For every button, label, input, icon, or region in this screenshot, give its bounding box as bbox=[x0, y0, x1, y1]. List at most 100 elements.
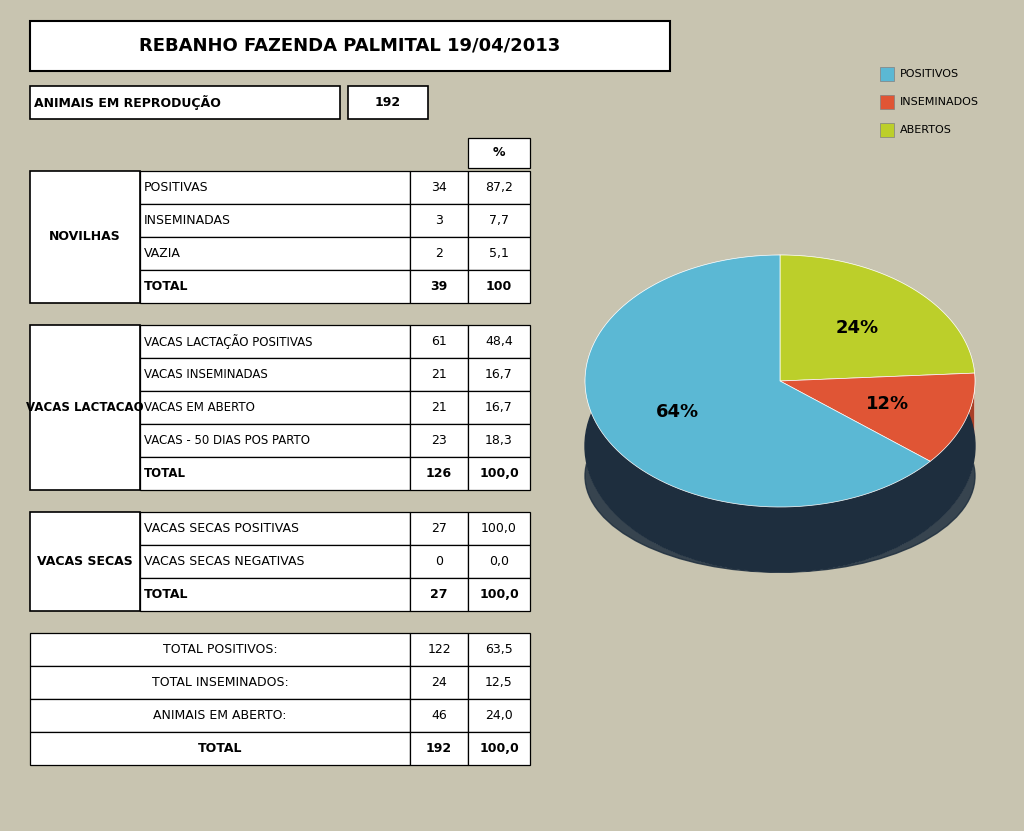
Text: TOTAL: TOTAL bbox=[144, 280, 188, 293]
Text: 100,0: 100,0 bbox=[481, 522, 517, 535]
Bar bbox=[140, 204, 410, 237]
Text: 24%: 24% bbox=[836, 319, 879, 337]
Text: 16,7: 16,7 bbox=[485, 401, 513, 414]
Text: TOTAL POSITIVOS:: TOTAL POSITIVOS: bbox=[163, 643, 278, 656]
Bar bbox=[468, 391, 530, 424]
Text: TOTAL INSEMINADOS:: TOTAL INSEMINADOS: bbox=[152, 676, 289, 689]
Text: 18,3: 18,3 bbox=[485, 434, 513, 447]
Bar bbox=[468, 732, 530, 765]
Bar bbox=[468, 358, 530, 391]
Text: 39: 39 bbox=[430, 280, 447, 293]
Text: VACAS EM ABERTO: VACAS EM ABERTO bbox=[144, 401, 255, 414]
Text: ANIMAIS EM REPRODUÇÃO: ANIMAIS EM REPRODUÇÃO bbox=[34, 95, 221, 110]
Text: %: % bbox=[493, 146, 505, 160]
Bar bbox=[140, 171, 410, 204]
Bar bbox=[410, 424, 468, 457]
Bar bbox=[468, 512, 530, 545]
Bar bbox=[468, 270, 530, 303]
Text: 192: 192 bbox=[375, 96, 401, 109]
Text: REBANHO FAZENDA PALMITAL 19/04/2013: REBANHO FAZENDA PALMITAL 19/04/2013 bbox=[139, 37, 560, 55]
Text: 2: 2 bbox=[435, 247, 443, 260]
Text: 192: 192 bbox=[426, 742, 452, 755]
Bar bbox=[410, 545, 468, 578]
Bar bbox=[410, 699, 468, 732]
Bar bbox=[410, 358, 468, 391]
Bar bbox=[410, 666, 468, 699]
Text: 24,0: 24,0 bbox=[485, 709, 513, 722]
Bar bbox=[140, 325, 410, 358]
Bar bbox=[468, 424, 530, 457]
Text: 87,2: 87,2 bbox=[485, 181, 513, 194]
Bar bbox=[468, 325, 530, 358]
Bar bbox=[880, 67, 894, 81]
Text: VACAS LACTACAO: VACAS LACTACAO bbox=[27, 401, 143, 414]
Bar bbox=[880, 123, 894, 137]
Bar bbox=[30, 699, 410, 732]
Bar bbox=[140, 358, 410, 391]
Text: 7,7: 7,7 bbox=[489, 214, 509, 227]
Text: NOVILHAS: NOVILHAS bbox=[49, 230, 121, 243]
Bar bbox=[468, 578, 530, 611]
Bar bbox=[30, 171, 140, 303]
Bar bbox=[30, 732, 410, 765]
Text: 63,5: 63,5 bbox=[485, 643, 513, 656]
Bar bbox=[468, 138, 530, 168]
Text: VACAS SECAS: VACAS SECAS bbox=[37, 555, 133, 568]
Text: TOTAL: TOTAL bbox=[144, 467, 186, 480]
Text: ANIMAIS EM ABERTO:: ANIMAIS EM ABERTO: bbox=[154, 709, 287, 722]
Bar bbox=[410, 391, 468, 424]
Polygon shape bbox=[780, 373, 975, 461]
Bar bbox=[468, 204, 530, 237]
Text: 64%: 64% bbox=[656, 403, 699, 421]
Polygon shape bbox=[780, 255, 975, 438]
Text: TOTAL: TOTAL bbox=[144, 588, 188, 601]
Bar bbox=[468, 666, 530, 699]
Bar bbox=[468, 633, 530, 666]
Bar bbox=[140, 424, 410, 457]
Text: INSEMINADOS: INSEMINADOS bbox=[900, 97, 979, 107]
Text: 21: 21 bbox=[431, 368, 446, 381]
Bar bbox=[30, 512, 140, 611]
Text: 27: 27 bbox=[431, 522, 446, 535]
Text: POSITIVOS: POSITIVOS bbox=[900, 69, 959, 79]
Text: VACAS - 50 DIAS POS PARTO: VACAS - 50 DIAS POS PARTO bbox=[144, 434, 310, 447]
Bar bbox=[410, 512, 468, 545]
Bar bbox=[30, 633, 410, 666]
Bar bbox=[410, 732, 468, 765]
Ellipse shape bbox=[585, 320, 975, 572]
Polygon shape bbox=[780, 255, 975, 381]
Bar bbox=[30, 666, 410, 699]
Text: VACAS LACTAÇÃO POSITIVAS: VACAS LACTAÇÃO POSITIVAS bbox=[144, 334, 312, 349]
Text: VACAS SECAS NEGATIVAS: VACAS SECAS NEGATIVAS bbox=[144, 555, 304, 568]
Bar bbox=[880, 95, 894, 109]
Text: 16,7: 16,7 bbox=[485, 368, 513, 381]
Bar bbox=[140, 457, 410, 490]
Text: VACAS SECAS POSITIVAS: VACAS SECAS POSITIVAS bbox=[144, 522, 299, 535]
Bar bbox=[410, 204, 468, 237]
Text: VACAS INSEMINADAS: VACAS INSEMINADAS bbox=[144, 368, 267, 381]
Bar bbox=[410, 578, 468, 611]
Text: 23: 23 bbox=[431, 434, 446, 447]
Text: 3: 3 bbox=[435, 214, 443, 227]
Text: 100,0: 100,0 bbox=[479, 467, 519, 480]
Bar bbox=[468, 545, 530, 578]
Bar bbox=[468, 237, 530, 270]
Text: 21: 21 bbox=[431, 401, 446, 414]
Text: TOTAL: TOTAL bbox=[198, 742, 243, 755]
Bar bbox=[410, 633, 468, 666]
Polygon shape bbox=[930, 373, 975, 526]
Text: 27: 27 bbox=[430, 588, 447, 601]
Text: VAZIA: VAZIA bbox=[144, 247, 181, 260]
Text: 100: 100 bbox=[485, 280, 512, 293]
Text: 12,5: 12,5 bbox=[485, 676, 513, 689]
Bar bbox=[140, 237, 410, 270]
Text: 126: 126 bbox=[426, 467, 452, 480]
Text: 100,0: 100,0 bbox=[479, 588, 519, 601]
Text: ABERTOS: ABERTOS bbox=[900, 125, 952, 135]
Bar bbox=[410, 237, 468, 270]
Bar bbox=[30, 86, 340, 119]
Text: 46: 46 bbox=[431, 709, 446, 722]
Bar bbox=[140, 270, 410, 303]
Bar bbox=[410, 270, 468, 303]
Bar bbox=[140, 578, 410, 611]
